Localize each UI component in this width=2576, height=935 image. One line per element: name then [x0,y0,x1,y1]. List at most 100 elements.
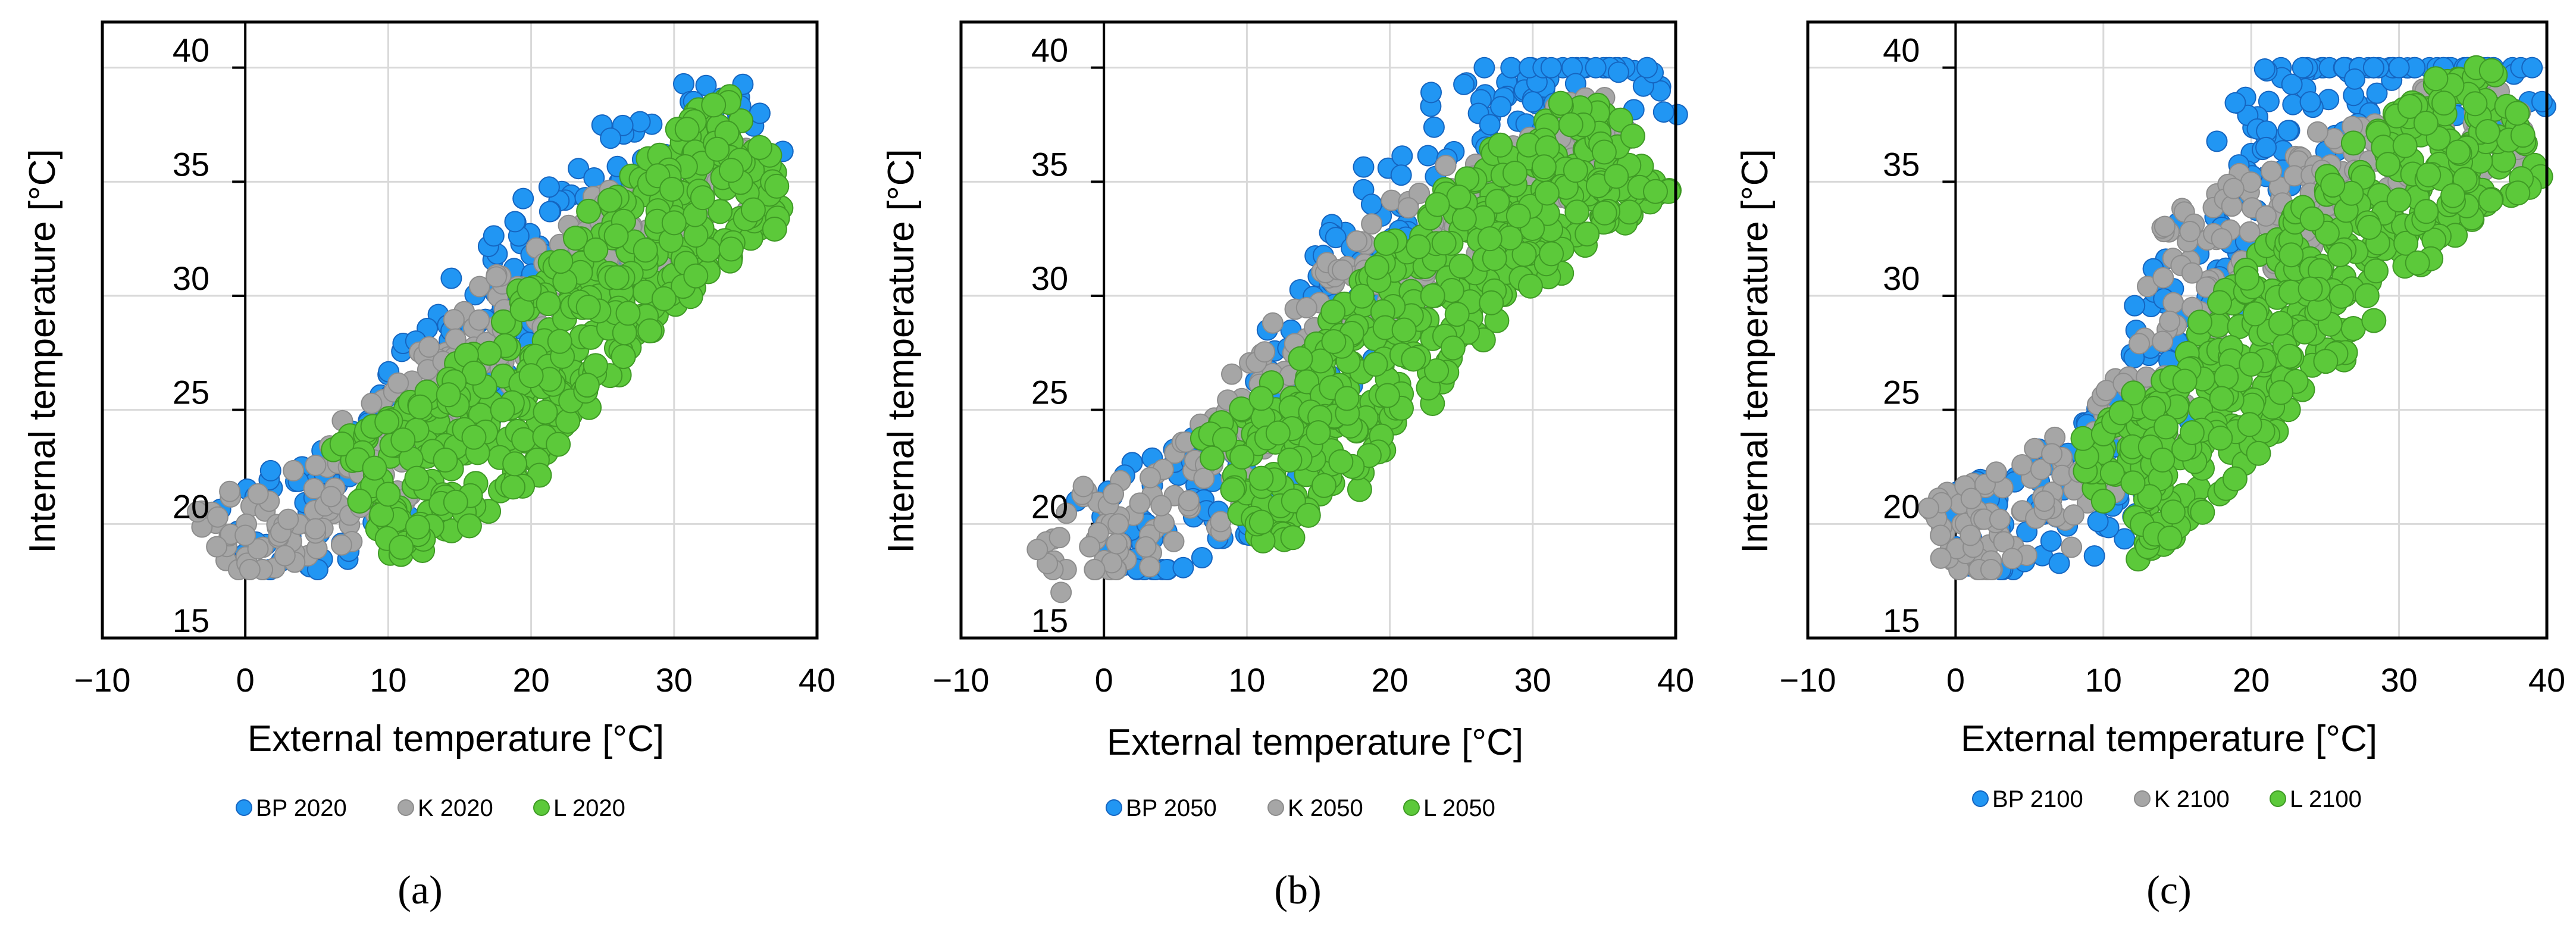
point-l-b [1440,335,1466,361]
point-l-b [1558,112,1583,137]
data-point-k-a [234,524,256,546]
point-l-c [2208,426,2233,451]
data-point-l-a [490,397,515,423]
point-l-a [611,344,636,370]
point-l-a [674,117,700,142]
point-bp-b [1423,116,1445,138]
point-l-c [2423,66,2449,92]
point-k-a [330,534,352,556]
point-bp-a [600,127,622,149]
point-l-a [407,394,433,420]
point-bp-c [2087,511,2109,533]
point-k-b [1178,490,1200,512]
data-point-l-a [575,295,601,320]
point-l-b [1295,502,1321,528]
point-k-b [1295,297,1317,318]
point-k-c [1930,524,1952,546]
x-tick-label-c: −10 [1780,661,1836,699]
point-k-a [247,483,269,505]
point-k-b [1221,363,1242,385]
data-point-k-c [2255,205,2277,227]
point-k-c [2159,310,2181,332]
point-l-b [1451,206,1477,232]
point-l-c [2277,343,2302,369]
y-tick-label-b: 40 [1031,32,1068,69]
point-l-c [2292,319,2317,345]
marks-a [186,73,794,580]
panel-c: −10 0 10 20 30 40 15 20 25 30 35 40 Internal temper… [1735,20,2565,912]
x-tick-label-c: 40 [2528,661,2565,699]
data-point-l-a [433,448,458,473]
data-point-l-a [633,237,658,263]
point-l-c [2268,380,2293,405]
data-point-l-b [1620,123,1645,149]
x-tick-label-a: 40 [799,661,835,699]
point-l-c [2154,414,2179,440]
point-l-c [2478,58,2504,83]
point-l-c [2462,91,2488,117]
point-l-a [683,263,709,289]
point-l-b [1617,199,1642,225]
data-point-k-c [1989,508,2011,530]
point-k-a [239,559,261,580]
point-l-c [2510,123,2536,148]
point-bp-c [2253,58,2275,80]
point-k-c [2041,443,2063,465]
point-k-b [1106,533,1128,555]
data-point-l-a [347,489,373,514]
data-point-bp-b [1522,91,1544,113]
point-l-a [477,340,502,366]
point-l-a [651,286,677,311]
point-k-b [1140,467,1161,489]
point-l-a [555,408,581,434]
point-l-b [1531,154,1557,180]
point-bp-c [2124,295,2146,317]
point-bp-a [539,201,561,223]
legend-l-marker-a [533,799,550,816]
data-point-l-a [461,424,487,450]
legend-k-marker-c [2134,790,2151,807]
legend-k-marker-b [1267,799,1284,816]
y-tick-label-c: 15 [1883,602,1920,639]
point-l-c [2478,187,2503,213]
data-point-bp-b [1607,61,1629,83]
data-point-l-c [2356,215,2382,240]
y-tick-label-c: 20 [1883,487,1920,525]
x-tick-label-a: 30 [656,661,693,699]
data-point-l-b [1591,139,1617,165]
point-l-c [2505,180,2531,206]
point-l-a [443,489,468,515]
data-point-l-b [1420,283,1445,308]
point-l-b [1425,192,1450,217]
point-l-a [502,451,528,477]
point-k-c [2061,536,2083,558]
legend-bp-marker-a [236,799,252,816]
point-l-b [1321,329,1347,354]
panel-label-a: (a) [397,867,442,912]
data-point-l-b [1363,352,1388,377]
point-l-c [2187,309,2212,335]
point-k-a [468,276,490,298]
data-point-l-c [2445,139,2471,165]
point-k-a [468,309,490,331]
data-point-l-a [404,465,430,491]
data-point-l-b [1277,448,1303,473]
point-l-a [456,513,482,539]
data-point-l-a [661,210,687,236]
data-point-l-c [2505,101,2530,126]
point-l-c [2392,133,2418,158]
point-l-c [2364,258,2389,284]
point-bp-b [1652,101,1674,123]
point-k-c [1980,559,2002,580]
data-point-k-c [2152,330,2174,352]
point-l-a [637,318,663,343]
data-point-l-c [2268,311,2293,336]
point-bp-c [2277,120,2299,142]
x-tick-label-b: 0 [1095,661,1113,699]
x-tick-label-b: −10 [933,661,990,699]
x-tick-label-b: 40 [1657,661,1694,699]
point-k-c [2062,504,2084,526]
point-l-b [1517,273,1543,299]
data-point-l-b [1505,203,1531,229]
